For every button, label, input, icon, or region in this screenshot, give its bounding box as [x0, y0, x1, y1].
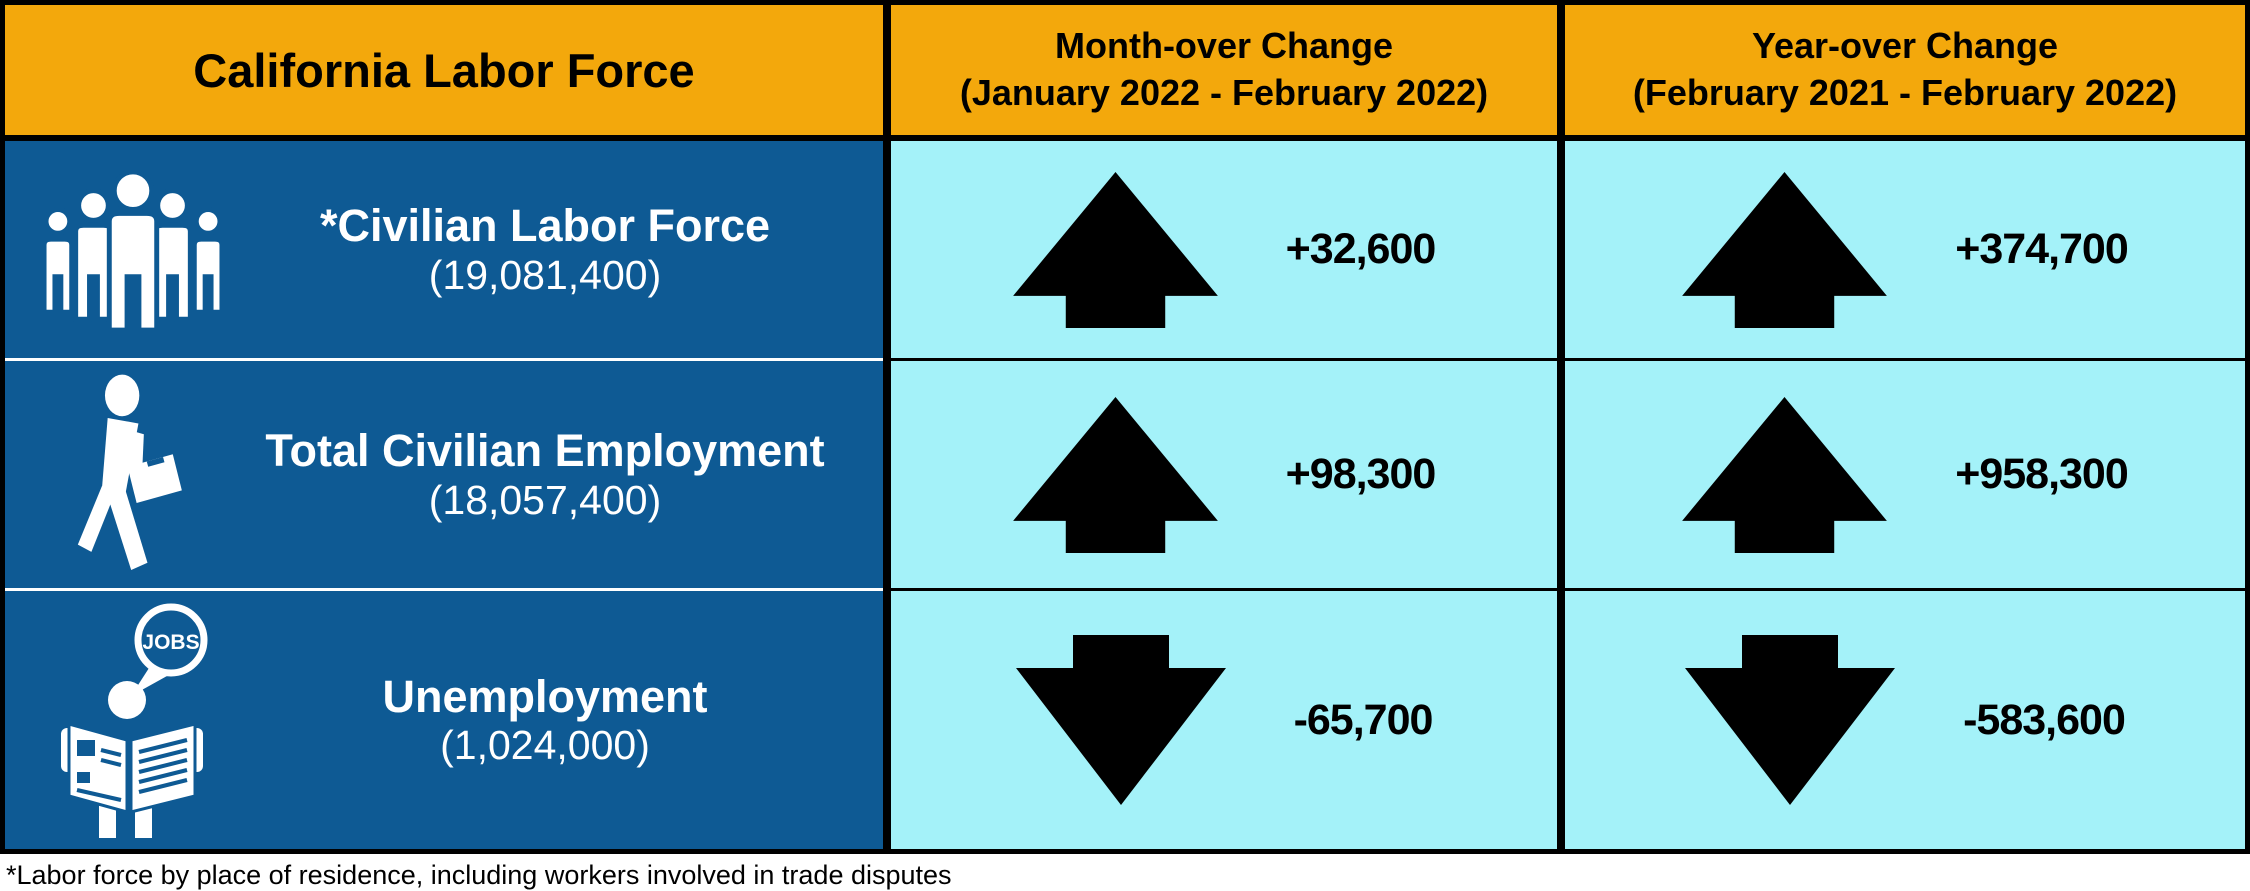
header-cell-california-labor-force: California Labor Force — [5, 5, 883, 141]
job-seeker-newspaper-icon: JOBS — [5, 600, 247, 840]
total-civilian-employment-year-change-cell: +958,300 — [1565, 361, 2245, 591]
people-group-icon — [5, 166, 247, 334]
unemployment-month-change-cell: -65,700 — [891, 591, 1557, 849]
row-label: Total Civilian Employment — [265, 425, 825, 477]
row-value: (18,057,400) — [428, 476, 662, 523]
jobs-bubble-text: JOBS — [142, 631, 199, 654]
down-arrow-icon — [1015, 635, 1226, 805]
up-arrow-icon — [1012, 396, 1218, 553]
unemployment-label-cell: JOBS — [5, 591, 883, 849]
civilian-labor-force-label-cell: *Civilian Labor Force (19,081,400) — [5, 141, 883, 361]
total-civilian-employment-month-change-cell: +98,300 — [891, 361, 1557, 591]
total-civilian-employment-label: Total Civilian Employment (18,057,400) — [247, 425, 883, 524]
month-change-value: +98,300 — [1285, 450, 1437, 498]
row-label: *Civilian Labor Force — [319, 200, 771, 252]
up-arrow-icon — [1682, 396, 1888, 553]
civilian-labor-force-label: *Civilian Labor Force (19,081,400) — [247, 200, 883, 299]
unemployment-year-change-cell: -583,600 — [1565, 591, 2245, 849]
up-arrow-icon — [1012, 171, 1218, 328]
header-cell-year-over-change: Year-over Change (February 2021 - Februa… — [1565, 5, 2245, 141]
month-change-value: +32,600 — [1285, 225, 1437, 273]
total-civilian-employment-label-cell: Total Civilian Employment (18,057,400) — [5, 361, 883, 591]
down-arrow-icon — [1685, 635, 1896, 805]
year-change-value: +958,300 — [1955, 450, 2129, 498]
row-value: (1,024,000) — [440, 722, 650, 769]
month-over-change-title: Month-over Change — [1055, 25, 1393, 67]
unemployment-label: Unemployment (1,024,000) — [247, 671, 883, 770]
labor-force-table: California Labor Force Month-over Change… — [0, 0, 2250, 854]
header-cell-month-over-change: Month-over Change (January 2022 - Februa… — [891, 5, 1557, 141]
year-over-change-period: (February 2021 - February 2022) — [1632, 72, 2178, 113]
up-arrow-icon — [1682, 171, 1888, 328]
row-value: (19,081,400) — [428, 251, 662, 298]
month-change-value: -65,700 — [1293, 695, 1434, 744]
month-over-change-period: (January 2022 - February 2022) — [959, 72, 1489, 113]
civilian-labor-force-year-change-cell: +374,700 — [1565, 141, 2245, 361]
table-title: California Labor Force — [193, 43, 695, 97]
walking-worker-briefcase-icon — [5, 371, 247, 579]
year-over-change-title: Year-over Change — [1751, 25, 2059, 67]
year-change-value: +374,700 — [1955, 225, 2129, 273]
civilian-labor-force-month-change-cell: +32,600 — [891, 141, 1557, 361]
footnote: *Labor force by place of residence, incl… — [6, 860, 952, 890]
year-change-value: -583,600 — [1963, 695, 2126, 744]
row-label: Unemployment — [382, 670, 708, 722]
